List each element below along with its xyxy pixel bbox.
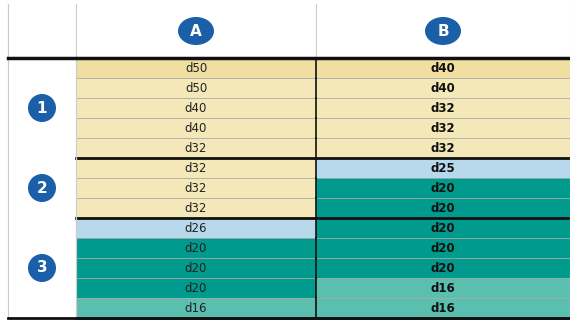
Text: d40: d40 xyxy=(430,81,455,94)
Bar xyxy=(316,238,570,258)
Bar xyxy=(76,238,316,258)
Bar xyxy=(316,158,570,178)
Text: d20: d20 xyxy=(431,202,455,214)
Text: d16: d16 xyxy=(430,301,455,315)
Text: d20: d20 xyxy=(431,182,455,194)
Bar xyxy=(76,158,316,178)
Text: d25: d25 xyxy=(430,162,455,175)
Bar xyxy=(316,138,570,158)
Text: d16: d16 xyxy=(430,281,455,295)
Bar xyxy=(76,118,316,138)
Bar xyxy=(76,98,316,118)
Bar xyxy=(76,278,316,298)
Bar xyxy=(76,258,316,278)
Bar xyxy=(316,198,570,218)
Bar xyxy=(316,258,570,278)
Text: d32: d32 xyxy=(431,141,455,155)
Bar xyxy=(316,58,570,78)
Bar xyxy=(316,178,570,198)
Text: d32: d32 xyxy=(185,202,207,214)
Text: d50: d50 xyxy=(185,62,207,74)
Bar xyxy=(316,298,570,318)
Bar xyxy=(316,118,570,138)
Text: d20: d20 xyxy=(431,261,455,274)
Text: d32: d32 xyxy=(431,121,455,135)
Ellipse shape xyxy=(178,17,214,45)
Bar xyxy=(316,98,570,118)
Text: 3: 3 xyxy=(36,260,47,276)
Text: 1: 1 xyxy=(36,100,47,116)
Text: d20: d20 xyxy=(185,281,207,295)
Text: d32: d32 xyxy=(185,182,207,194)
Text: d20: d20 xyxy=(431,222,455,234)
Text: d20: d20 xyxy=(185,242,207,254)
Text: d20: d20 xyxy=(431,242,455,254)
Bar xyxy=(76,138,316,158)
Text: d32: d32 xyxy=(431,101,455,115)
Text: d20: d20 xyxy=(185,261,207,274)
Text: d50: d50 xyxy=(185,81,207,94)
Text: A: A xyxy=(190,24,202,39)
Text: d26: d26 xyxy=(185,222,207,234)
Bar xyxy=(76,78,316,98)
Text: d40: d40 xyxy=(185,101,207,115)
Circle shape xyxy=(28,174,56,202)
Text: d32: d32 xyxy=(185,141,207,155)
Circle shape xyxy=(28,94,56,122)
Circle shape xyxy=(28,254,56,282)
Ellipse shape xyxy=(425,17,461,45)
Bar xyxy=(316,78,570,98)
Text: d16: d16 xyxy=(185,301,207,315)
Bar xyxy=(76,218,316,238)
Bar xyxy=(76,198,316,218)
Text: d32: d32 xyxy=(185,162,207,175)
Bar xyxy=(316,218,570,238)
Bar xyxy=(316,278,570,298)
Text: d40: d40 xyxy=(185,121,207,135)
Text: d40: d40 xyxy=(430,62,455,74)
Bar xyxy=(76,298,316,318)
Bar xyxy=(76,58,316,78)
Text: B: B xyxy=(437,24,449,39)
Text: 2: 2 xyxy=(36,181,47,195)
Bar xyxy=(76,178,316,198)
